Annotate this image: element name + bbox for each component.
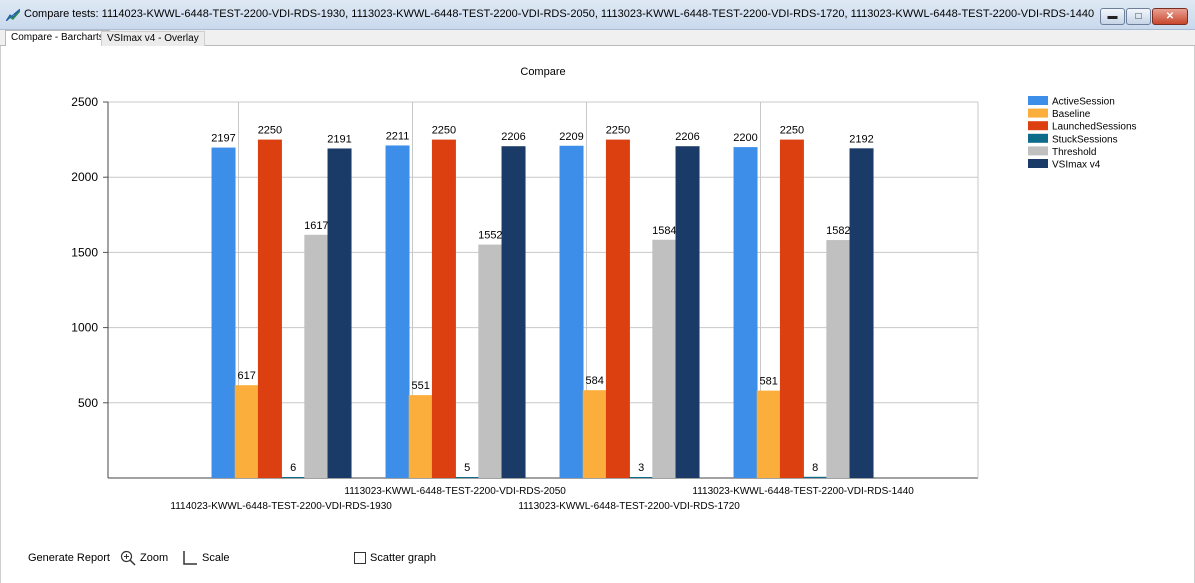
tab-strip: Compare - Barcharts VSImax v4 - Overlay (0, 30, 1195, 47)
data-label: 1584 (652, 225, 676, 237)
data-label: 2197 (211, 133, 235, 145)
x-tick-label: 1113023-KWWL-6448-TEST-2200-VDI-RDS-2050 (344, 486, 566, 497)
zoom-button[interactable]: Zoom (120, 550, 168, 566)
scale-button[interactable]: Scale (182, 550, 230, 566)
data-label: 2211 (386, 130, 410, 142)
data-label: 2206 (501, 131, 525, 143)
data-label: 2250 (432, 125, 456, 137)
minimize-button[interactable]: ▬ (1100, 8, 1125, 25)
scatter-graph-label: Scatter graph (370, 552, 437, 564)
data-label: 584 (586, 375, 604, 387)
data-label: 2191 (327, 133, 351, 145)
data-label: 617 (238, 370, 256, 382)
y-tick-label: 1500 (71, 245, 98, 259)
title-bar: Compare tests: 1114023-KWWL-6448-TEST-22… (0, 0, 1195, 30)
y-tick-label: 2500 (71, 95, 98, 109)
legend-swatch (1028, 159, 1048, 168)
bar (582, 390, 607, 478)
data-label: 2200 (733, 132, 757, 144)
bar-chart: Compare 500 1000 1500 2000 2500 2197 617 2250 6 16… (71, 66, 1137, 512)
legend-swatch (1028, 133, 1048, 143)
y-tick-label: 1000 (71, 321, 98, 335)
bar (605, 139, 630, 478)
bar (304, 234, 329, 478)
chart-line-icon (6, 9, 20, 21)
legend-label: VSImax v4 (1052, 160, 1101, 171)
bar (501, 146, 526, 478)
close-button[interactable]: ✕ (1152, 8, 1188, 25)
maximize-button[interactable]: □ (1126, 8, 1151, 25)
bar (431, 139, 456, 478)
bar (629, 477, 654, 478)
bar (385, 145, 410, 478)
scale-icon (183, 551, 197, 565)
window-title: Compare tests: 1114023-KWWL-6448-TEST-22… (24, 8, 1095, 20)
generate-report-button[interactable]: Generate Report (28, 552, 110, 564)
bar (408, 395, 433, 478)
maximize-icon: □ (1135, 11, 1142, 22)
bar (281, 477, 306, 478)
scatter-graph-toggle[interactable]: Scatter graph (354, 552, 436, 564)
data-label: 1582 (826, 225, 850, 237)
data-label: 2192 (849, 133, 873, 145)
data-label: 2250 (606, 125, 630, 137)
bar (478, 244, 503, 478)
data-label: 2250 (780, 125, 804, 137)
y-tick-label: 2000 (71, 170, 98, 184)
x-tick-label: 1113023-KWWL-6448-TEST-2200-VDI-RDS-1720 (518, 501, 740, 512)
bottom-toolbar: Generate Report Zoom Scale Scatter graph (0, 540, 1195, 580)
bar (779, 139, 804, 478)
bar (455, 477, 480, 478)
tab-vsimax-overlay[interactable]: VSImax v4 - Overlay (101, 31, 205, 46)
close-icon: ✕ (1165, 11, 1175, 22)
bar (803, 476, 828, 478)
bar (327, 148, 352, 478)
legend-label: StuckSessions (1052, 134, 1118, 145)
bar (234, 385, 259, 478)
zoom-icon (120, 550, 136, 566)
bar (756, 390, 781, 478)
x-tick-label: 1114023-KWWL-6448-TEST-2200-VDI-RDS-1930 (170, 501, 392, 512)
data-label: 581 (760, 376, 778, 388)
minimize-icon: ▬ (1107, 11, 1118, 22)
data-label: 2209 (559, 131, 583, 143)
scatter-graph-checkbox[interactable] (354, 552, 366, 564)
tab-compare-barcharts[interactable]: Compare - Barcharts (5, 30, 110, 47)
bar (257, 139, 282, 478)
bar (652, 239, 677, 478)
data-label: 551 (412, 380, 430, 392)
bar (849, 148, 874, 479)
generate-report-label: Generate Report (28, 552, 110, 564)
legend-swatch (1028, 146, 1048, 156)
data-label: 6 (290, 462, 296, 474)
data-label: 8 (812, 462, 818, 474)
y-tick-label: 500 (78, 396, 98, 410)
chart-panel: Compare 500 1000 1500 2000 2500 2197 617 2250 6 16… (0, 46, 1195, 583)
bar (826, 240, 851, 478)
chart-title: Compare (520, 66, 565, 78)
zoom-label: Zoom (140, 552, 169, 564)
bar (559, 145, 584, 478)
data-label: 2250 (258, 125, 282, 137)
data-label: 2206 (675, 131, 699, 143)
legend-label: Threshold (1052, 147, 1096, 158)
legend-swatch (1028, 96, 1048, 105)
data-label: 1552 (478, 230, 502, 242)
legend-label: LaunchedSessions (1052, 122, 1137, 133)
x-tick-label: 1113023-KWWL-6448-TEST-2200-VDI-RDS-1440 (692, 486, 914, 497)
bar (211, 147, 236, 478)
scale-label: Scale (202, 552, 230, 564)
data-label: 1617 (304, 220, 328, 232)
data-label: 5 (464, 462, 470, 474)
bar (733, 147, 758, 478)
legend-swatch (1028, 108, 1048, 118)
legend-label: ActiveSession (1052, 97, 1115, 108)
legend-swatch (1028, 121, 1048, 131)
legend-label: Baseline (1052, 109, 1091, 120)
data-label: 3 (638, 462, 644, 474)
bar (675, 146, 700, 478)
